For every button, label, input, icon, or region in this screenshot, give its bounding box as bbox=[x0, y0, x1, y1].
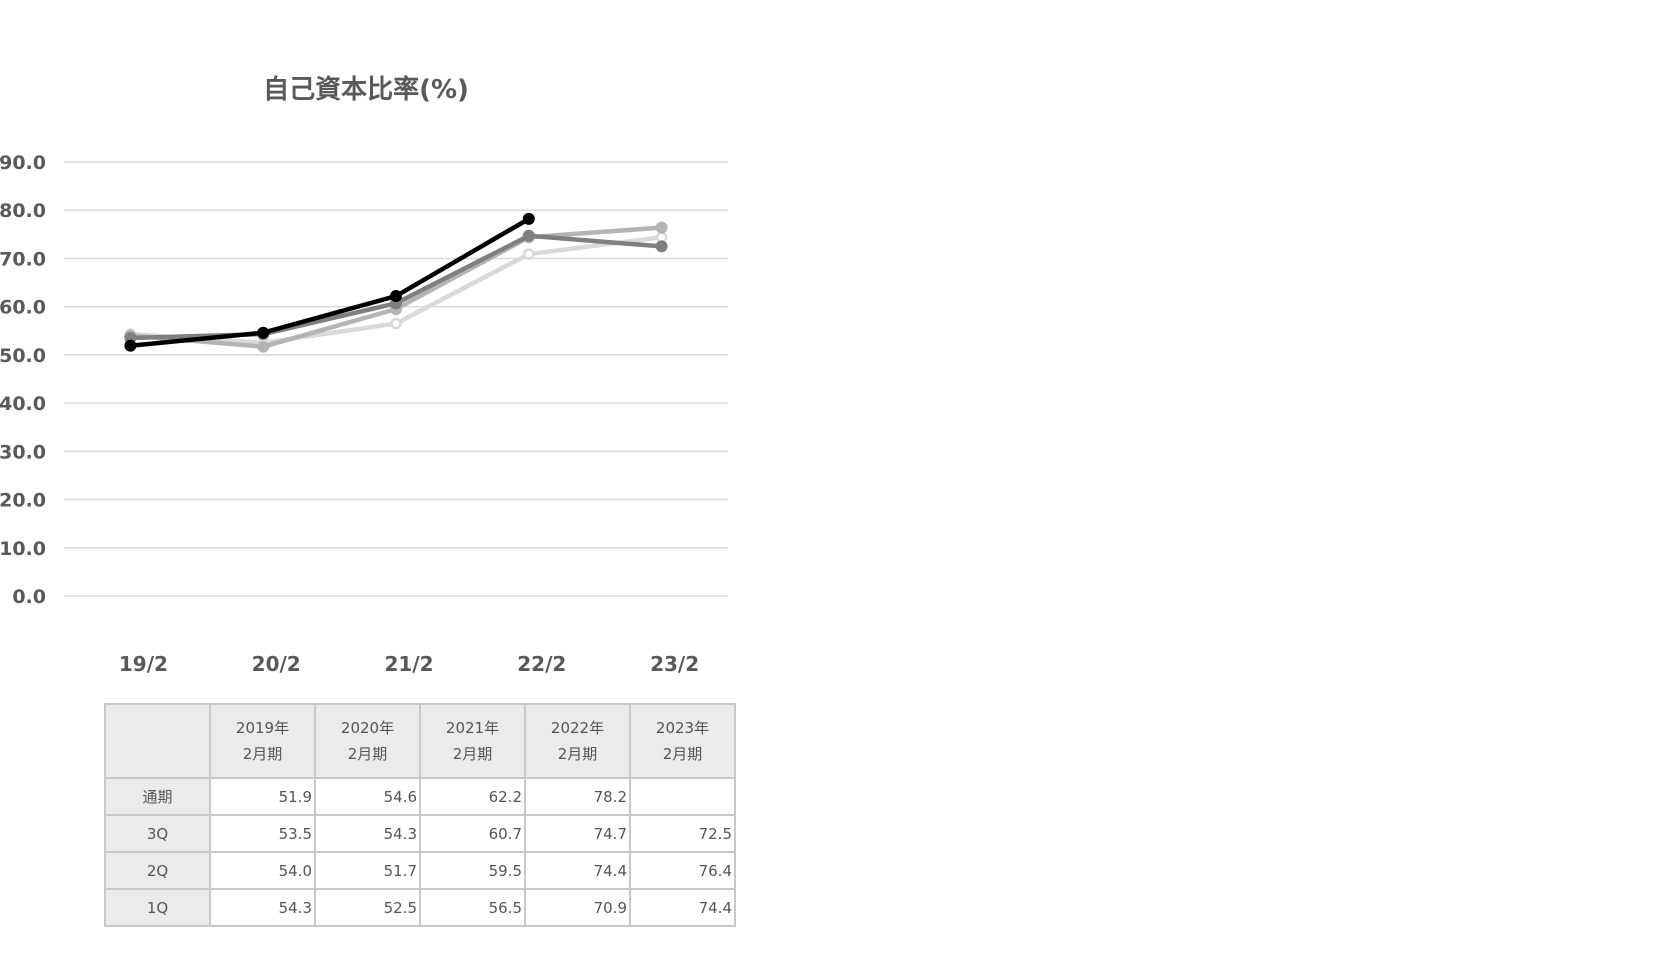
y-tick-label: 70.0 bbox=[0, 248, 46, 270]
gridlines bbox=[64, 161, 728, 597]
y-tick-label: 20.0 bbox=[0, 490, 46, 512]
data-point bbox=[257, 326, 270, 339]
header-period: 2月期 bbox=[662, 745, 703, 763]
header-period: 2月期 bbox=[452, 745, 493, 763]
y-tick-label: 90.0 bbox=[0, 152, 46, 174]
row-label: 通期 bbox=[104, 777, 211, 816]
series-lines bbox=[124, 212, 668, 353]
table-header-cell: 2023年 2月期 bbox=[629, 703, 736, 779]
y-tick-label: 80.0 bbox=[0, 200, 46, 222]
series bbox=[124, 231, 668, 349]
table-row: 2Q 54.0 51.7 59.5 74.4 76.4 bbox=[104, 851, 736, 890]
table-header-cell: 2021年 2月期 bbox=[419, 703, 526, 779]
data-point bbox=[522, 212, 535, 225]
table-cell: 72.5 bbox=[629, 814, 736, 853]
header-period: 2月期 bbox=[557, 745, 598, 763]
series bbox=[124, 212, 535, 352]
table-cell: 56.5 bbox=[419, 888, 526, 927]
table-cell: 70.9 bbox=[524, 888, 631, 927]
table-header-cell: 2022年 2月期 bbox=[524, 703, 631, 779]
y-axis-ticks: 90.0 80.0 70.0 60.0 50.0 40.0 30.0 20.0 10.0 0.0 bbox=[0, 152, 46, 608]
data-point bbox=[655, 221, 668, 234]
header-year: 2021年 bbox=[445, 719, 500, 737]
header-period: 2月期 bbox=[347, 745, 388, 763]
table-cell: 54.0 bbox=[209, 851, 316, 890]
y-tick-label: 60.0 bbox=[0, 297, 46, 319]
x-tick-label: 23/2 bbox=[650, 652, 699, 676]
table-row: 通期 51.9 54.6 62.2 78.2 bbox=[104, 777, 736, 816]
data-point bbox=[390, 290, 402, 303]
table-row: 3Q 53.5 54.3 60.7 74.7 72.5 bbox=[104, 814, 736, 853]
header-period: 2月期 bbox=[242, 745, 283, 763]
data-point bbox=[257, 340, 270, 353]
table-cell: 74.7 bbox=[524, 814, 631, 853]
header-year: 2019年 bbox=[235, 719, 290, 737]
series-line bbox=[128, 216, 532, 348]
y-tick-label: 0.0 bbox=[12, 586, 46, 608]
row-label: 3Q bbox=[104, 814, 211, 853]
header-year: 2020年 bbox=[340, 719, 395, 737]
x-tick-label: 20/2 bbox=[252, 652, 301, 676]
table-cell: 59.5 bbox=[419, 851, 526, 890]
table-corner-cell bbox=[104, 703, 211, 779]
table-cell: 54.6 bbox=[314, 777, 421, 816]
table-cell bbox=[629, 777, 736, 816]
x-axis-ticks: 19/2 20/2 21/2 22/2 23/2 bbox=[119, 652, 699, 676]
table-cell: 74.4 bbox=[524, 851, 631, 890]
table-cell: 54.3 bbox=[209, 888, 316, 927]
table-cell: 76.4 bbox=[629, 851, 736, 890]
header-year: 2023年 bbox=[655, 719, 710, 737]
x-tick-label: 22/2 bbox=[517, 652, 566, 676]
table-cell: 60.7 bbox=[419, 814, 526, 853]
table-cell: 52.5 bbox=[314, 888, 421, 927]
data-point bbox=[124, 339, 137, 352]
table-row: 1Q 54.3 52.5 56.5 70.9 74.4 bbox=[104, 888, 736, 927]
table-cell: 54.3 bbox=[314, 814, 421, 853]
data-point bbox=[655, 231, 668, 243]
x-tick-label: 21/2 bbox=[384, 652, 433, 676]
table-cell: 74.4 bbox=[629, 888, 736, 927]
row-label: 1Q bbox=[104, 888, 211, 927]
x-tick-label: 19/2 bbox=[119, 652, 168, 676]
table-cell: 53.5 bbox=[209, 814, 316, 853]
y-tick-label: 50.0 bbox=[0, 345, 46, 367]
data-point bbox=[523, 248, 535, 260]
table-header-cell: 2019年 2月期 bbox=[209, 703, 316, 779]
chart-title: 自己資本比率(%) bbox=[263, 74, 469, 105]
table-header-cell: 2020年 2月期 bbox=[314, 703, 421, 779]
table-cell: 62.2 bbox=[419, 777, 526, 816]
data-point bbox=[655, 240, 668, 253]
table-header-row: 2019年 2月期 2020年 2月期 2021年 2月期 2022年 2月期 2023… bbox=[104, 703, 736, 779]
y-tick-label: 30.0 bbox=[0, 441, 46, 463]
data-table: 2019年 2月期 2020年 2月期 2021年 2月期 2022年 2月期 2023… bbox=[104, 703, 736, 927]
row-label: 2Q bbox=[104, 851, 211, 890]
equity-ratio-chart: 自己資本比率(%) 90.0 80.0 70.0 60.0 50.0 40.0 30.0 20… bbox=[0, 74, 728, 676]
y-tick-label: 10.0 bbox=[0, 538, 46, 560]
data-point bbox=[522, 229, 535, 242]
header-year: 2022年 bbox=[550, 719, 605, 737]
table-cell: 51.7 bbox=[314, 851, 421, 890]
data-point bbox=[390, 317, 402, 330]
y-tick-label: 40.0 bbox=[0, 393, 46, 415]
table-cell: 78.2 bbox=[524, 777, 631, 816]
table-cell: 51.9 bbox=[209, 777, 316, 816]
